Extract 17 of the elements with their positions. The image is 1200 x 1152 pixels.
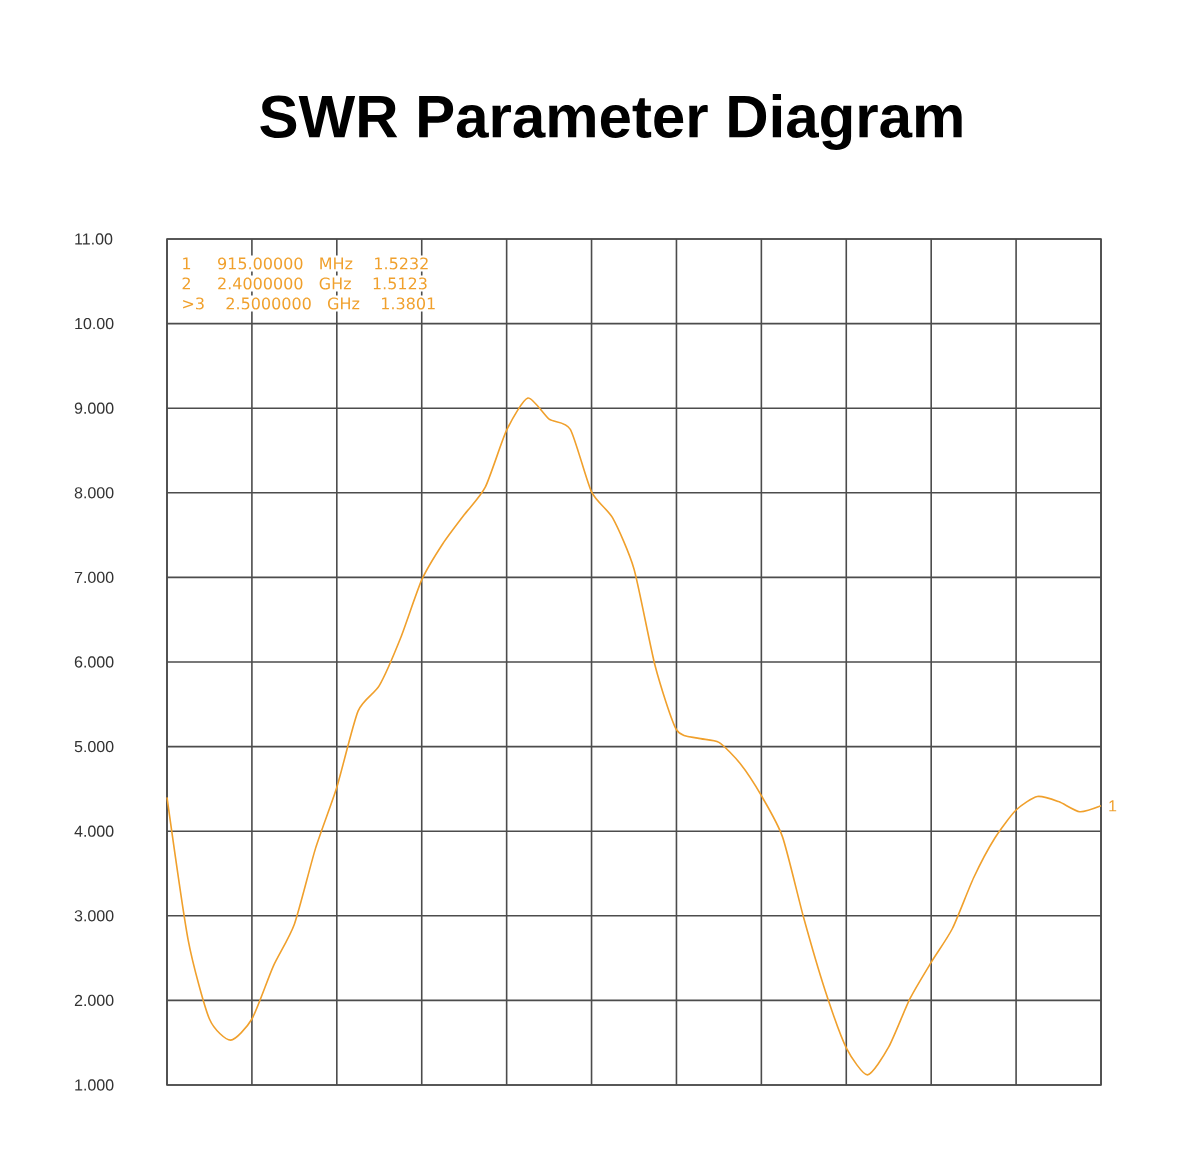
y-tick-label: 6.000 [74, 656, 114, 668]
y-tick-label: 10.00 [75, 317, 114, 330]
y-tick-label: 7.000 [74, 571, 114, 584]
annotation: 2 2.4000000 GHz 1.5123 [182, 277, 427, 290]
y-tick-label: 3.000 [74, 910, 114, 922]
chart-title: SWR Parameter Diagram [260, 93, 962, 151]
series-label: 1 [1109, 800, 1117, 812]
y-tick-label: 9.000 [74, 402, 114, 414]
line-series [166, 397, 1102, 1076]
y-tick-label: 8.000 [74, 487, 114, 499]
y-tick-label: 1.000 [75, 1079, 114, 1091]
y-tick-label: 2.000 [74, 994, 114, 1007]
y-tick-label: 11.00 [75, 233, 113, 245]
y-tick-label: 5.000 [74, 740, 114, 753]
annotation: 1 915.00000 MHz 1.5232 [183, 257, 428, 270]
y-tick-label: 4.000 [74, 825, 114, 837]
annotation: >3 2.5000000 GHz 1.3801 [183, 297, 435, 310]
